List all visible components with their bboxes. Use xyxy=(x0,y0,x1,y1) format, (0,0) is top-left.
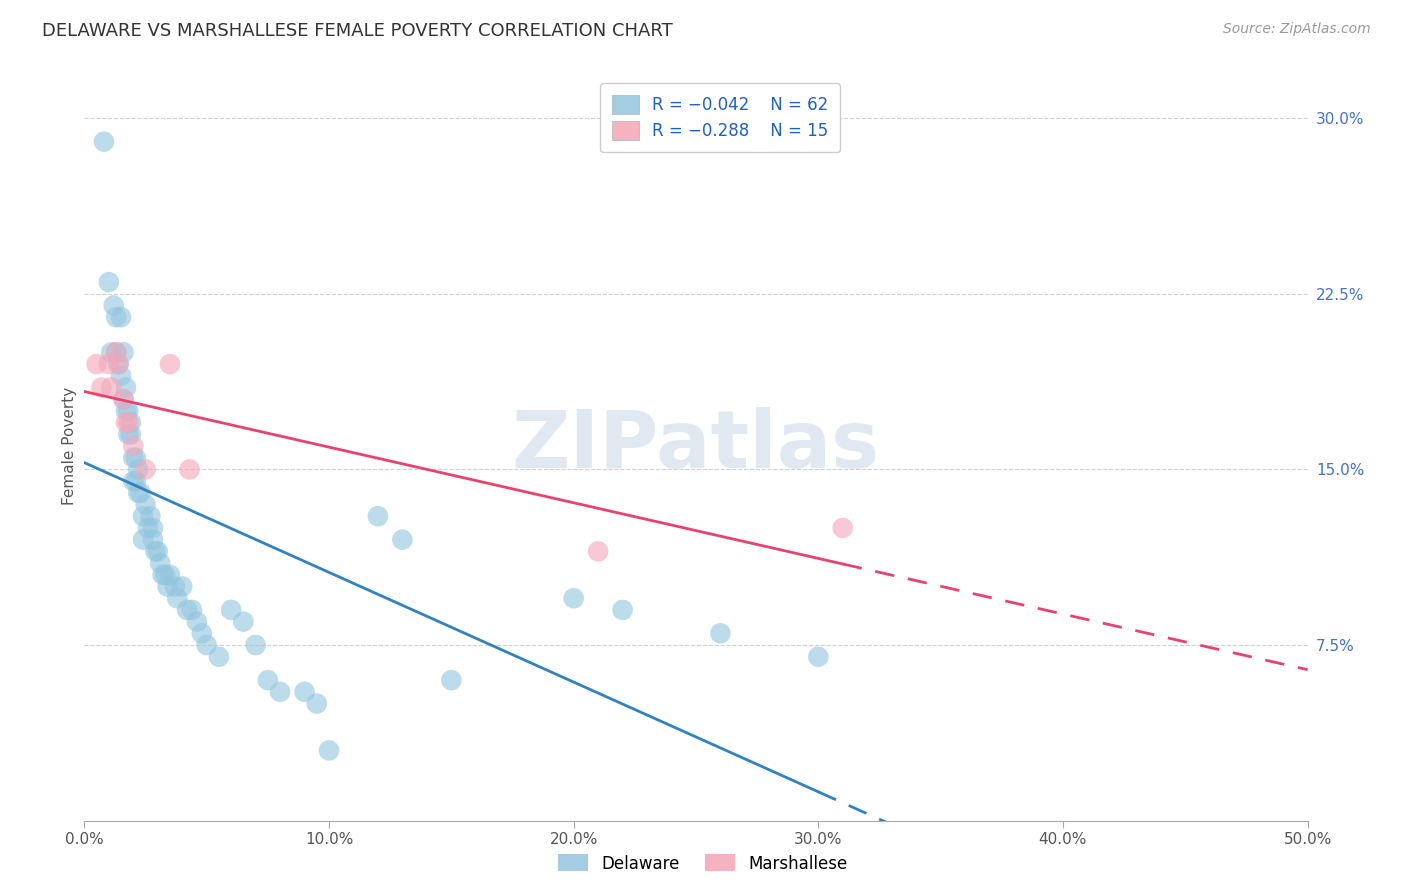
Point xyxy=(125,450,148,465)
Point xyxy=(186,615,208,629)
Point xyxy=(142,521,165,535)
Point xyxy=(115,404,138,418)
Point xyxy=(440,673,463,688)
Point xyxy=(245,638,267,652)
Point xyxy=(367,509,389,524)
Point xyxy=(90,380,112,394)
Point xyxy=(120,427,142,442)
Point xyxy=(105,345,128,359)
Point xyxy=(127,462,149,476)
Y-axis label: Female Poverty: Female Poverty xyxy=(62,387,77,505)
Point xyxy=(110,368,132,383)
Legend: R = −0.042    N = 62, R = −0.288    N = 15: R = −0.042 N = 62, R = −0.288 N = 15 xyxy=(600,84,839,152)
Text: ZIPatlas: ZIPatlas xyxy=(512,407,880,485)
Point xyxy=(269,685,291,699)
Point xyxy=(149,556,172,570)
Point xyxy=(132,533,155,547)
Point xyxy=(208,649,231,664)
Point xyxy=(176,603,198,617)
Point xyxy=(107,357,129,371)
Point xyxy=(129,485,152,500)
Text: Source: ZipAtlas.com: Source: ZipAtlas.com xyxy=(1223,22,1371,37)
Point xyxy=(122,474,145,488)
Point xyxy=(103,298,125,313)
Point xyxy=(122,439,145,453)
Point xyxy=(152,567,174,582)
Point xyxy=(136,521,159,535)
Legend: Delaware, Marshallese: Delaware, Marshallese xyxy=(551,847,855,880)
Point xyxy=(122,450,145,465)
Point xyxy=(142,533,165,547)
Point xyxy=(159,567,181,582)
Point xyxy=(709,626,731,640)
Point xyxy=(127,485,149,500)
Point xyxy=(612,603,634,617)
Point xyxy=(112,392,135,407)
Point xyxy=(139,509,162,524)
Point xyxy=(125,474,148,488)
Point xyxy=(156,580,179,594)
Point xyxy=(562,591,585,606)
Point xyxy=(318,743,340,757)
Point xyxy=(219,603,242,617)
Point xyxy=(105,310,128,325)
Point xyxy=(86,357,108,371)
Point xyxy=(112,392,135,407)
Point xyxy=(831,521,853,535)
Point xyxy=(166,591,188,606)
Point xyxy=(115,416,138,430)
Point xyxy=(305,697,328,711)
Point xyxy=(257,673,280,688)
Point xyxy=(112,345,135,359)
Point xyxy=(100,380,122,394)
Point xyxy=(120,416,142,430)
Point xyxy=(117,404,139,418)
Point xyxy=(117,416,139,430)
Point xyxy=(232,615,254,629)
Text: DELAWARE VS MARSHALLESE FEMALE POVERTY CORRELATION CHART: DELAWARE VS MARSHALLESE FEMALE POVERTY C… xyxy=(42,22,673,40)
Point xyxy=(172,580,194,594)
Point xyxy=(153,567,176,582)
Point xyxy=(132,509,155,524)
Point xyxy=(107,357,129,371)
Point xyxy=(115,380,138,394)
Point xyxy=(179,462,201,476)
Point xyxy=(100,345,122,359)
Point xyxy=(391,533,413,547)
Point xyxy=(163,580,186,594)
Point xyxy=(93,135,115,149)
Point xyxy=(195,638,218,652)
Point xyxy=(117,427,139,442)
Point xyxy=(110,310,132,325)
Point xyxy=(105,345,128,359)
Point xyxy=(97,275,120,289)
Point xyxy=(294,685,316,699)
Point xyxy=(135,462,157,476)
Point xyxy=(159,357,181,371)
Point xyxy=(586,544,609,558)
Point xyxy=(191,626,214,640)
Point xyxy=(807,649,830,664)
Point xyxy=(97,357,120,371)
Point xyxy=(146,544,169,558)
Point xyxy=(143,544,166,558)
Point xyxy=(135,498,157,512)
Point xyxy=(181,603,204,617)
